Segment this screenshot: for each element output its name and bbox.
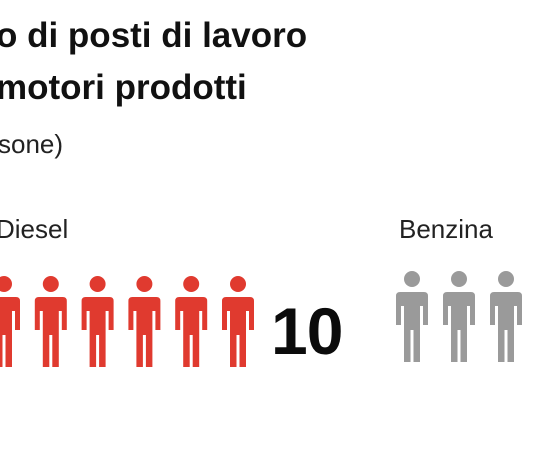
diesel-person-icon [34, 276, 67, 367]
chart-subtitle: sone) [0, 129, 64, 159]
category-label-benzina: Benzina [399, 214, 493, 244]
diesel-person-icon [222, 276, 254, 367]
diesel-person-icon [128, 276, 161, 367]
category-label-diesel: Diesel [0, 214, 69, 244]
benzina-person-icon [396, 271, 428, 362]
benzina-person-icon [490, 271, 522, 362]
value-label-diesel: 10 [271, 294, 343, 368]
diesel-icon-group [0, 276, 254, 367]
chart-title-line-2: motori prodotti [0, 68, 247, 107]
diesel-person-icon [0, 276, 20, 367]
diesel-person-icon [175, 276, 208, 367]
chart-title-line-1: o di posti di lavoro [0, 16, 308, 55]
diesel-person-icon [81, 276, 114, 367]
benzina-icon-group [396, 271, 522, 362]
benzina-person-icon [443, 271, 475, 362]
